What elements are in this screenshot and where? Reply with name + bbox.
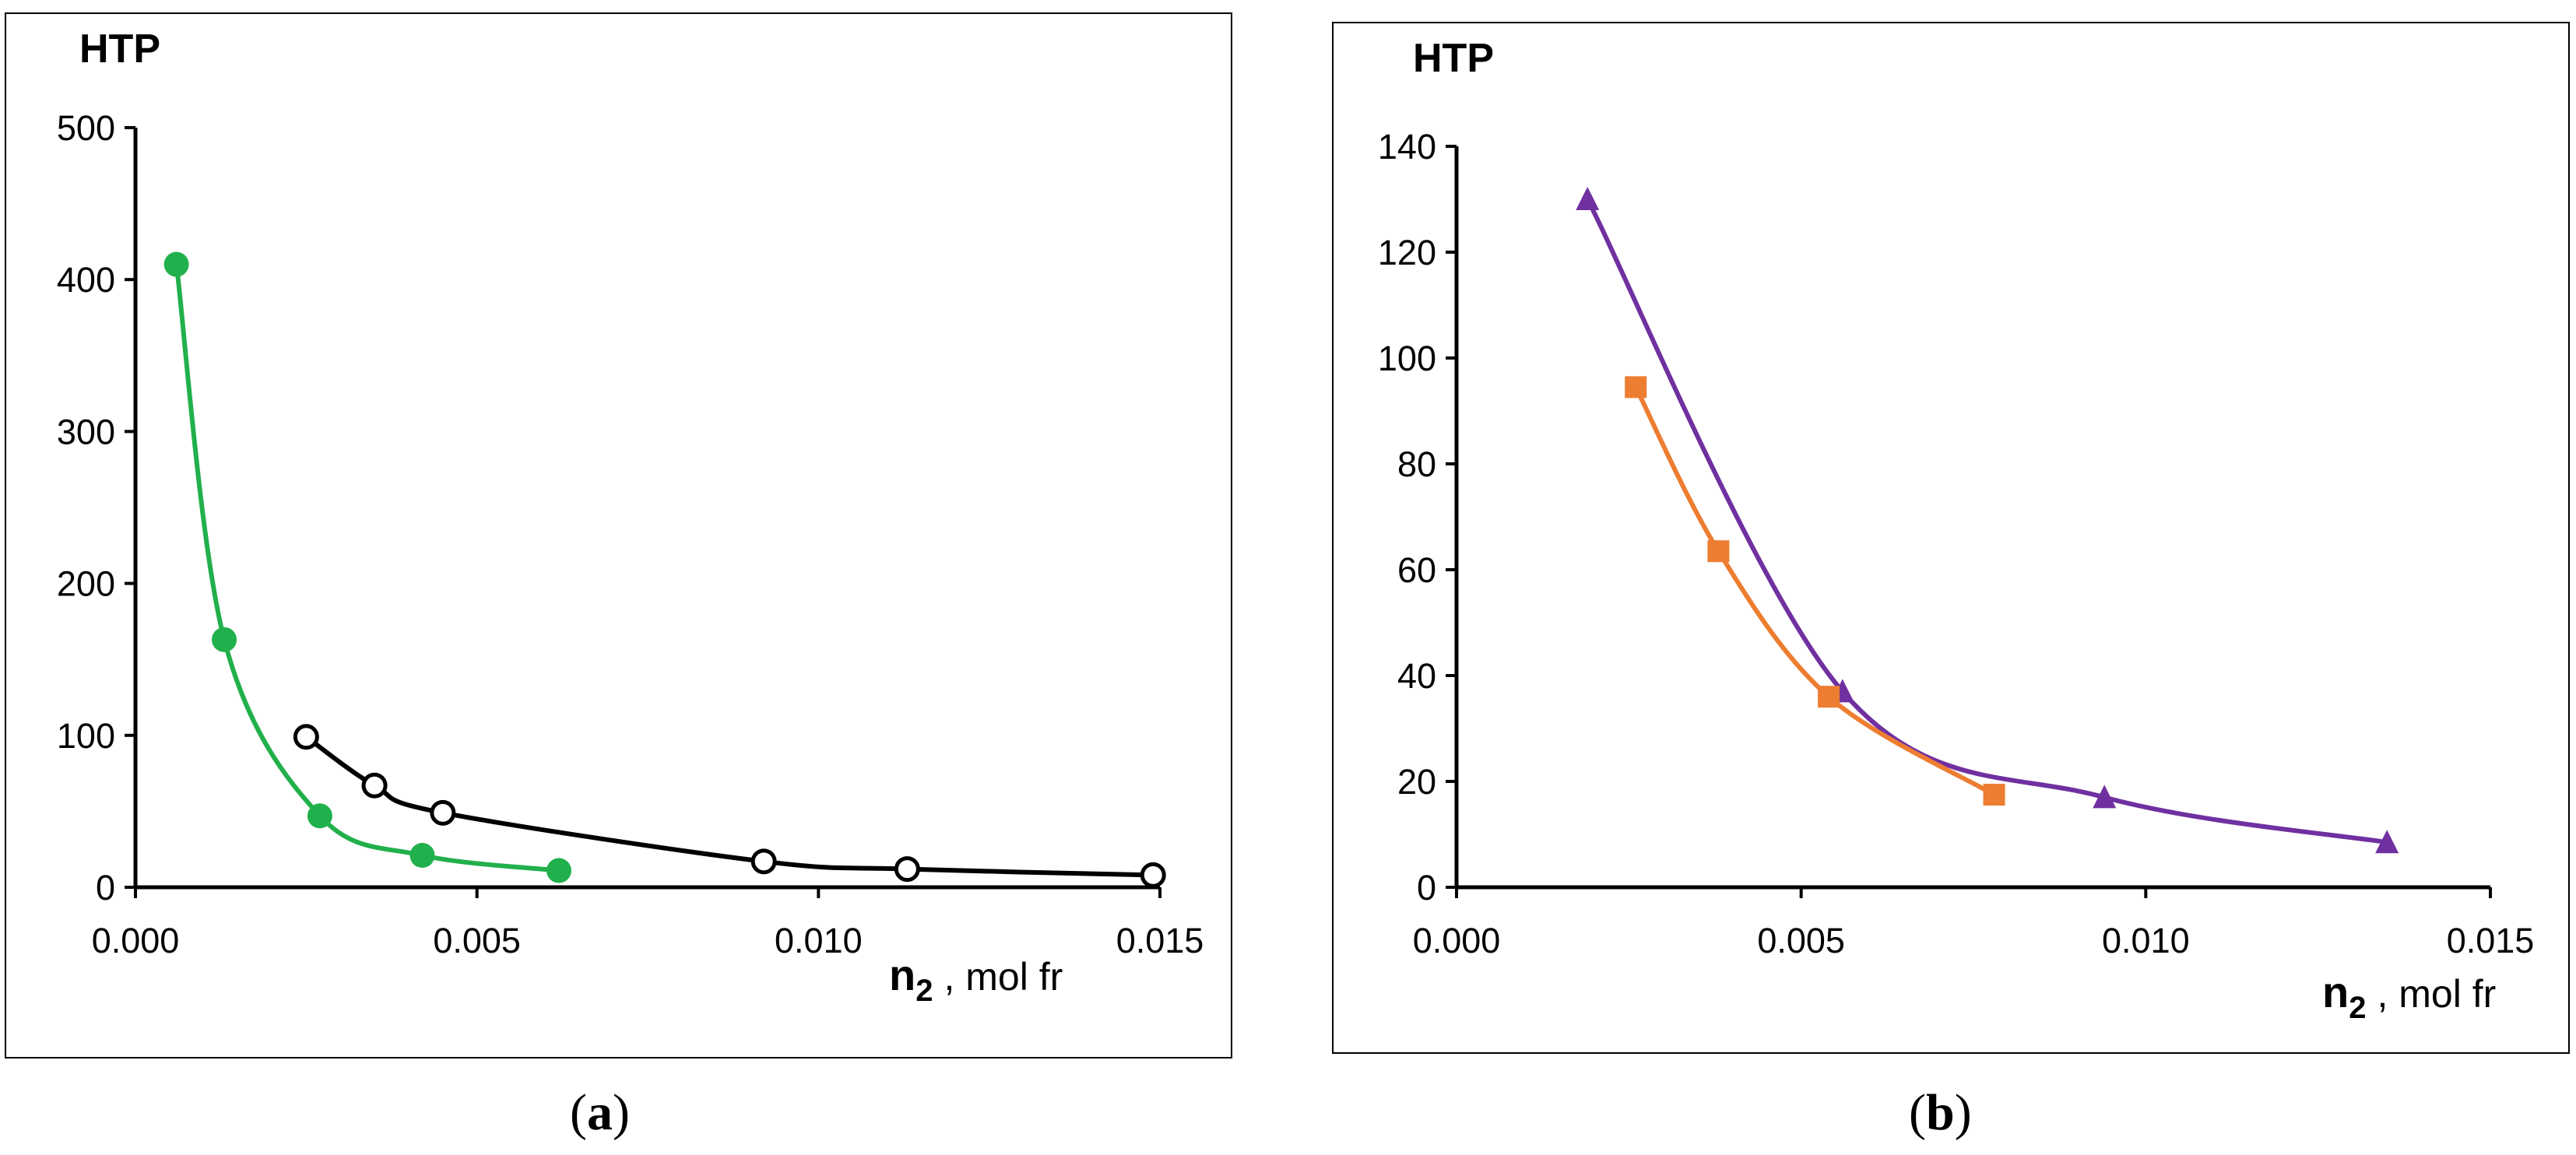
y-tick-label: 60 [1397, 550, 1436, 590]
data-point-purple [2093, 785, 2117, 809]
y-axis-label: HTP [1413, 36, 1494, 81]
data-point-green [307, 803, 332, 829]
data-point-green [163, 251, 189, 277]
data-point-black [430, 799, 456, 826]
data-point-black [361, 772, 388, 799]
y-tick-label: 100 [57, 716, 115, 756]
x-tick-label: 0.000 [1413, 921, 1501, 960]
y-tick-label: 120 [1378, 233, 1436, 272]
y-axis-label: HTP [79, 26, 160, 72]
y-tick-label: 80 [1397, 444, 1436, 484]
data-point-black [293, 724, 319, 750]
y-tick-label: 0 [1417, 868, 1436, 908]
data-point-orange [1818, 686, 1840, 708]
x-tick-label: 0.000 [92, 921, 180, 960]
x-axis-label: n2, mol fr [2322, 967, 2496, 1025]
y-tick-label: 400 [57, 260, 115, 300]
caption-b-letter: b [1925, 1084, 1955, 1141]
x-tick-label: 0.010 [775, 921, 863, 960]
x-tick-label: 0.010 [2102, 921, 2190, 960]
x-tick-label: 0.015 [1116, 921, 1204, 960]
data-point-green [212, 627, 237, 652]
data-point-orange [1707, 540, 1730, 563]
data-point-green [546, 858, 571, 883]
chart-a: 0 100 200 300 400 500 0.000 0.005 0.010 0.015 HTP n… [57, 26, 1204, 1008]
data-point-orange [1625, 376, 1647, 398]
x-tick-label: 0.015 [2447, 921, 2535, 960]
data-point-black [894, 856, 920, 883]
chart-b: 0 20 40 60 80 100 120 140 0.000 0.005 0.010 0.015 HT… [1378, 36, 2535, 1025]
y-tick-label: 0 [96, 868, 115, 908]
series-line-green [174, 264, 560, 873]
caption-a: (a) [570, 1084, 630, 1141]
caption-b: (b) [1909, 1084, 1972, 1141]
series-line-orange [1633, 386, 1996, 797]
y-tick-label: 200 [57, 564, 115, 604]
y-tick-label: 300 [57, 412, 115, 451]
x-tick-label: 0.005 [1757, 921, 1845, 960]
chart-panel-a: 0 100 200 300 400 500 0.000 0.005 0.010 0.015 HTP n… [5, 12, 1232, 1058]
series-line-purple [1585, 198, 2388, 845]
y-tick-label: 40 [1397, 656, 1436, 696]
data-point-black [1140, 862, 1166, 888]
y-tick-label: 140 [1378, 127, 1436, 167]
data-point-orange [1983, 784, 2005, 806]
data-point-green [409, 843, 435, 869]
data-point-purple [1576, 187, 1600, 210]
data-point-black [750, 848, 777, 875]
y-tick-label: 500 [57, 108, 115, 148]
y-tick-label: 20 [1397, 762, 1436, 802]
caption-a-letter: a [586, 1084, 613, 1141]
x-axis-label: n2, mol fr [889, 950, 1063, 1008]
y-tick-label: 100 [1378, 339, 1436, 378]
chart-panel-b: 0 20 40 60 80 100 120 140 0.000 0.005 0.010 0.015 HT… [1332, 22, 2570, 1054]
x-tick-label: 0.005 [433, 921, 521, 960]
data-point-purple [2375, 830, 2399, 854]
